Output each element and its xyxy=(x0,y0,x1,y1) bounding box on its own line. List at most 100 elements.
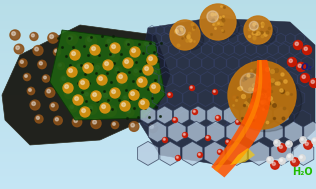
Circle shape xyxy=(134,69,137,72)
Circle shape xyxy=(292,159,295,162)
Circle shape xyxy=(275,141,277,143)
Polygon shape xyxy=(160,141,180,165)
Circle shape xyxy=(59,64,61,66)
Circle shape xyxy=(79,76,89,87)
Circle shape xyxy=(305,142,308,145)
Circle shape xyxy=(76,63,84,72)
Polygon shape xyxy=(271,141,292,165)
Polygon shape xyxy=(246,121,264,142)
Circle shape xyxy=(102,105,106,108)
Circle shape xyxy=(81,81,84,84)
Circle shape xyxy=(228,61,296,129)
Circle shape xyxy=(233,95,238,101)
Circle shape xyxy=(130,47,140,57)
Circle shape xyxy=(106,38,114,47)
Polygon shape xyxy=(140,106,156,124)
Polygon shape xyxy=(207,121,225,142)
Circle shape xyxy=(36,116,40,119)
Circle shape xyxy=(51,104,54,107)
Circle shape xyxy=(129,122,139,131)
Circle shape xyxy=(27,87,35,95)
Circle shape xyxy=(65,85,69,88)
Circle shape xyxy=(48,33,58,43)
Circle shape xyxy=(111,121,118,129)
Ellipse shape xyxy=(172,29,204,50)
Circle shape xyxy=(149,57,153,60)
Circle shape xyxy=(72,52,76,56)
Circle shape xyxy=(123,95,130,102)
Circle shape xyxy=(146,111,149,115)
Circle shape xyxy=(304,141,312,149)
Circle shape xyxy=(141,96,149,104)
Circle shape xyxy=(294,40,302,50)
Circle shape xyxy=(70,50,80,60)
Circle shape xyxy=(97,75,107,85)
Circle shape xyxy=(139,99,149,109)
Circle shape xyxy=(111,53,114,57)
Circle shape xyxy=(112,90,116,94)
Circle shape xyxy=(85,65,88,68)
Circle shape xyxy=(91,91,101,101)
Circle shape xyxy=(313,139,315,141)
Circle shape xyxy=(81,78,84,82)
Circle shape xyxy=(127,110,131,113)
Circle shape xyxy=(268,158,270,160)
Circle shape xyxy=(152,85,155,88)
Circle shape xyxy=(304,47,307,50)
Circle shape xyxy=(302,46,312,54)
Circle shape xyxy=(28,89,31,91)
Circle shape xyxy=(126,108,134,116)
Circle shape xyxy=(168,93,170,95)
Circle shape xyxy=(93,93,96,97)
Circle shape xyxy=(120,101,130,111)
Circle shape xyxy=(72,117,82,127)
Circle shape xyxy=(89,106,93,110)
Polygon shape xyxy=(230,148,255,165)
Polygon shape xyxy=(138,18,315,165)
Circle shape xyxy=(271,161,279,169)
Circle shape xyxy=(298,64,301,67)
Circle shape xyxy=(147,55,157,65)
Circle shape xyxy=(167,92,173,98)
Polygon shape xyxy=(137,141,158,165)
Circle shape xyxy=(69,69,72,73)
Circle shape xyxy=(129,54,137,62)
Circle shape xyxy=(192,109,198,115)
Circle shape xyxy=(50,35,53,39)
Circle shape xyxy=(291,158,299,166)
Polygon shape xyxy=(50,30,165,120)
Circle shape xyxy=(145,42,149,46)
Circle shape xyxy=(67,34,77,45)
Circle shape xyxy=(112,123,115,125)
Circle shape xyxy=(87,105,97,114)
Circle shape xyxy=(137,83,142,87)
Circle shape xyxy=(217,149,222,154)
Circle shape xyxy=(30,33,38,40)
Circle shape xyxy=(226,140,228,142)
Circle shape xyxy=(190,85,195,91)
Circle shape xyxy=(143,97,145,100)
Circle shape xyxy=(83,63,93,73)
Circle shape xyxy=(193,110,195,112)
Polygon shape xyxy=(293,141,314,165)
Circle shape xyxy=(60,75,70,85)
Circle shape xyxy=(91,119,101,129)
Circle shape xyxy=(280,159,282,161)
Polygon shape xyxy=(226,141,247,165)
Circle shape xyxy=(233,96,235,98)
Circle shape xyxy=(300,156,302,158)
Circle shape xyxy=(101,92,112,102)
Text: O₂: O₂ xyxy=(301,64,312,73)
Circle shape xyxy=(279,158,285,164)
Polygon shape xyxy=(173,106,189,124)
Circle shape xyxy=(139,79,143,83)
Circle shape xyxy=(289,59,292,62)
Circle shape xyxy=(31,34,34,37)
Polygon shape xyxy=(249,141,270,165)
Circle shape xyxy=(33,46,43,55)
Polygon shape xyxy=(257,106,272,124)
Circle shape xyxy=(288,155,290,157)
Circle shape xyxy=(110,43,120,53)
Circle shape xyxy=(244,16,272,44)
Circle shape xyxy=(288,57,296,67)
